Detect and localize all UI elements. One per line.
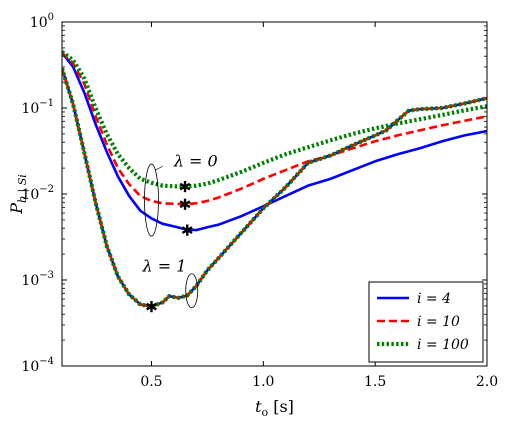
legend: i = 4 i = 10 i = 100	[368, 281, 484, 363]
x-tick-label: 1.5	[364, 374, 386, 390]
asterisk-marker	[181, 224, 193, 236]
lambda1-group-ellipse	[185, 273, 199, 309]
y-tick-label: 10−4	[21, 356, 54, 375]
asterisk-marker	[179, 198, 191, 210]
x-tick-label: 2.0	[476, 374, 498, 390]
lambda0-group-ellipse	[144, 163, 159, 237]
y-tick-label: 100	[30, 12, 54, 31]
series-line-lambda1-i-10	[62, 67, 487, 308]
axis-ticks	[62, 21, 488, 367]
lambda1-label: λ = 1	[142, 257, 187, 276]
series-line-lambda0-i-10	[62, 51, 487, 206]
asterisk-stroke	[181, 226, 193, 234]
lambda0-leader	[155, 166, 163, 171]
annotations: λ = 0 λ = 1	[142, 151, 218, 309]
y-axis-label: Pb | Si	[7, 174, 30, 215]
series-line-lambda0-i-100	[62, 50, 487, 189]
x-tick-label: 0.5	[140, 374, 162, 390]
asterisk-stroke	[179, 182, 191, 191]
y-tick-label: 10−3	[21, 270, 54, 289]
plot-area	[62, 50, 487, 313]
series-line-lambda1-i-4	[62, 67, 487, 308]
axis-labels: 0.5 1.0 1.5 2.0 10−4 10−3 10−2 10−1 100 to [s] Pb …	[7, 12, 498, 419]
asterisk-stroke	[146, 302, 157, 311]
lambda0-label: λ = 0	[173, 151, 218, 170]
legend-label: i = 4	[417, 291, 451, 307]
legend-label: i = 100	[417, 337, 469, 353]
x-axis-label: to [s]	[255, 397, 294, 419]
legend-box	[368, 281, 484, 363]
series-line-lambda1-i-100	[62, 67, 487, 309]
series-line-lambda0-i-4	[62, 51, 487, 232]
asterisk-marker	[179, 180, 191, 193]
y-tick-label: 10−1	[21, 98, 54, 117]
asterisk-marker	[146, 301, 157, 313]
y-tick-label: 10−2	[21, 184, 54, 203]
asterisk-stroke	[179, 200, 191, 209]
legend-label: i = 10	[417, 314, 460, 330]
x-tick-label: 1.0	[252, 374, 274, 390]
